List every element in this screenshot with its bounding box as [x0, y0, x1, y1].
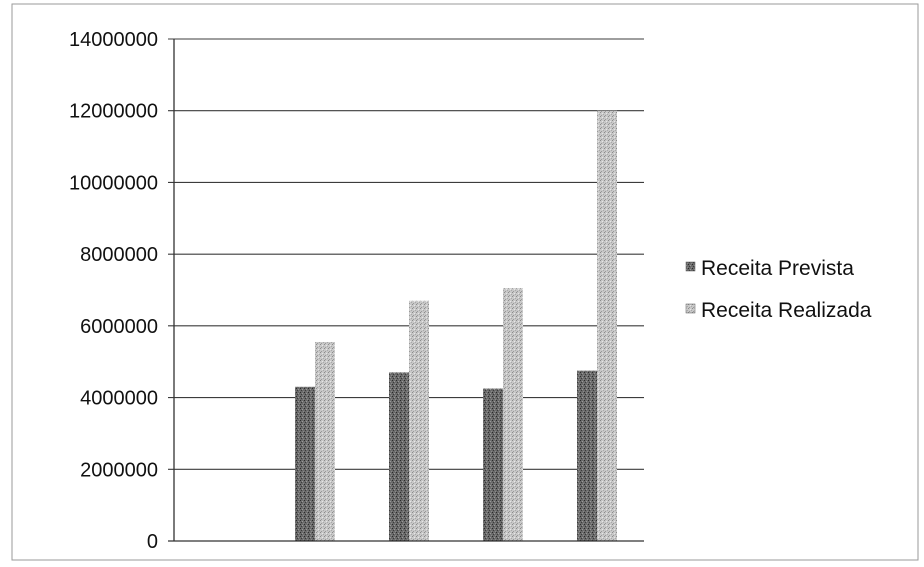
y-tick-label: 10000000: [69, 172, 158, 194]
bars: [295, 110, 617, 541]
bar-receita-realizada: [597, 110, 617, 541]
bar-receita-prevista: [483, 388, 503, 541]
y-tick-label: 6000000: [80, 316, 158, 338]
bar-receita-realizada: [503, 288, 523, 541]
y-tick-label: 2000000: [80, 459, 158, 481]
legend-swatch: [685, 261, 696, 272]
legend-swatch: [685, 303, 696, 314]
bar-receita-prevista: [389, 372, 409, 541]
bar-receita-prevista: [577, 370, 597, 541]
bar-receita-realizada: [315, 341, 335, 541]
y-tick-label: 8000000: [80, 244, 158, 266]
y-axis-ticks: 0 2000000 4000000 6000000 8000000 10000000 120…: [69, 29, 158, 553]
legend-label: Receita Realizada: [701, 299, 872, 322]
y-tick-label: 12000000: [69, 101, 158, 123]
bar-receita-prevista: [295, 386, 315, 541]
y-tick-label: 4000000: [80, 388, 158, 410]
y-tick-label: 14000000: [69, 29, 158, 51]
chart-border: [11, 3, 919, 561]
legend-label: Receita Prevista: [701, 257, 854, 280]
y-tick-label: 0: [147, 531, 158, 553]
gridlines: [168, 38, 644, 470]
legend: Receita Prevista Receita Realizada: [685, 257, 872, 322]
bar-receita-realizada: [409, 300, 429, 541]
